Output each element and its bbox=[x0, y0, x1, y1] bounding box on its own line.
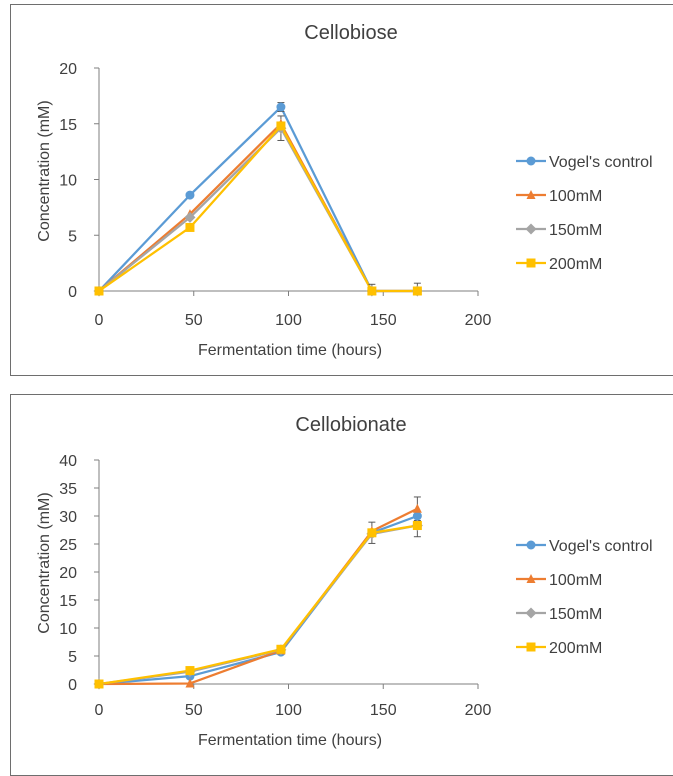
cellobionate-chart-panel: Cellobionate Fermentation time (hours) C… bbox=[10, 394, 673, 776]
x-tick-label: 50 bbox=[185, 312, 203, 329]
chart-title: Cellobiose bbox=[304, 22, 397, 44]
legend-item: 150mM bbox=[516, 606, 602, 623]
legend-swatch-marker bbox=[525, 607, 537, 619]
y-tick-label: 5 bbox=[68, 649, 77, 666]
y-tick-label: 35 bbox=[59, 481, 77, 498]
y-tick-label: 5 bbox=[68, 228, 77, 245]
series-line bbox=[98, 105, 418, 293]
legend-item: Vogel's control bbox=[516, 154, 653, 171]
y-tick-label: 15 bbox=[59, 117, 77, 134]
x-tick-label: 200 bbox=[465, 702, 492, 719]
legend-label: 150mM bbox=[549, 606, 602, 623]
x-tick-label: 0 bbox=[95, 702, 104, 719]
legend-item: 150mM bbox=[516, 222, 602, 239]
y-tick-label: 10 bbox=[59, 173, 77, 190]
cellobionate-chart: Cellobionate Fermentation time (hours) C… bbox=[36, 414, 653, 749]
y-tick-label: 0 bbox=[68, 677, 77, 694]
data-point bbox=[412, 286, 422, 296]
data-point bbox=[412, 503, 422, 513]
y-tick-label: 25 bbox=[59, 537, 77, 554]
legend-label: Vogel's control bbox=[549, 154, 653, 171]
legend-swatch-marker bbox=[526, 190, 536, 199]
data-point bbox=[185, 678, 195, 688]
data-point bbox=[367, 286, 377, 296]
data-point bbox=[185, 190, 195, 200]
y-tick-label: 20 bbox=[59, 61, 77, 78]
series-line bbox=[98, 524, 418, 686]
data-point bbox=[94, 286, 104, 296]
y-tick-label: 0 bbox=[68, 284, 77, 301]
legend-swatch-marker bbox=[526, 574, 536, 583]
x-tick-label: 150 bbox=[370, 312, 397, 329]
y-tick-label: 15 bbox=[59, 593, 77, 610]
data-point bbox=[94, 679, 104, 689]
legend-label: 100mM bbox=[549, 188, 602, 205]
y-tick-label: 20 bbox=[59, 565, 77, 582]
x-tick-label: 100 bbox=[275, 312, 302, 329]
data-point bbox=[412, 521, 422, 531]
series-line bbox=[98, 122, 418, 293]
x-tick-label: 150 bbox=[370, 702, 397, 719]
x-axis-title: Fermentation time (hours) bbox=[198, 342, 382, 359]
series-line bbox=[98, 524, 418, 686]
legend-label: Vogel's control bbox=[549, 538, 653, 555]
x-tick-label: 0 bbox=[95, 312, 104, 329]
series-line bbox=[98, 124, 418, 293]
data-point bbox=[276, 121, 286, 131]
x-axis-title: Fermentation time (hours) bbox=[198, 732, 382, 749]
legend-swatch-marker bbox=[526, 156, 536, 166]
data-point bbox=[184, 211, 196, 223]
y-tick-label: 30 bbox=[59, 509, 77, 526]
data-point bbox=[185, 222, 195, 232]
legend-swatch-marker bbox=[526, 642, 536, 652]
y-tick-label: 40 bbox=[59, 453, 77, 470]
legend-swatch-marker bbox=[525, 223, 537, 235]
y-axis-title: Concentration (mM) bbox=[36, 100, 53, 241]
x-tick-label: 100 bbox=[275, 702, 302, 719]
x-tick-label: 200 bbox=[465, 312, 492, 329]
data-point bbox=[185, 666, 195, 676]
legend-item: 200mM bbox=[516, 256, 602, 273]
legend-item: Vogel's control bbox=[516, 538, 653, 555]
cellobiose-chart: Cellobiose Fermentation time (hours) Con… bbox=[36, 22, 653, 359]
legend-swatch-marker bbox=[526, 540, 536, 550]
data-point bbox=[276, 102, 286, 112]
legend-item: 100mM bbox=[516, 572, 602, 589]
legend-label: 200mM bbox=[549, 640, 602, 657]
data-point bbox=[367, 528, 377, 538]
y-axis-title: Concentration (mM) bbox=[36, 492, 53, 633]
chart-title: Cellobionate bbox=[295, 414, 406, 436]
legend-item: 100mM bbox=[516, 188, 602, 205]
cellobiose-chart-panel: Cellobiose Fermentation time (hours) Con… bbox=[10, 4, 673, 376]
legend-swatch-marker bbox=[526, 258, 536, 268]
y-tick-label: 10 bbox=[59, 621, 77, 638]
data-point bbox=[412, 511, 422, 521]
legend-label: 150mM bbox=[549, 222, 602, 239]
data-point bbox=[276, 644, 286, 654]
x-tick-label: 50 bbox=[185, 702, 203, 719]
legend-item: 200mM bbox=[516, 640, 602, 657]
legend-label: 100mM bbox=[549, 572, 602, 589]
legend-label: 200mM bbox=[549, 256, 602, 273]
